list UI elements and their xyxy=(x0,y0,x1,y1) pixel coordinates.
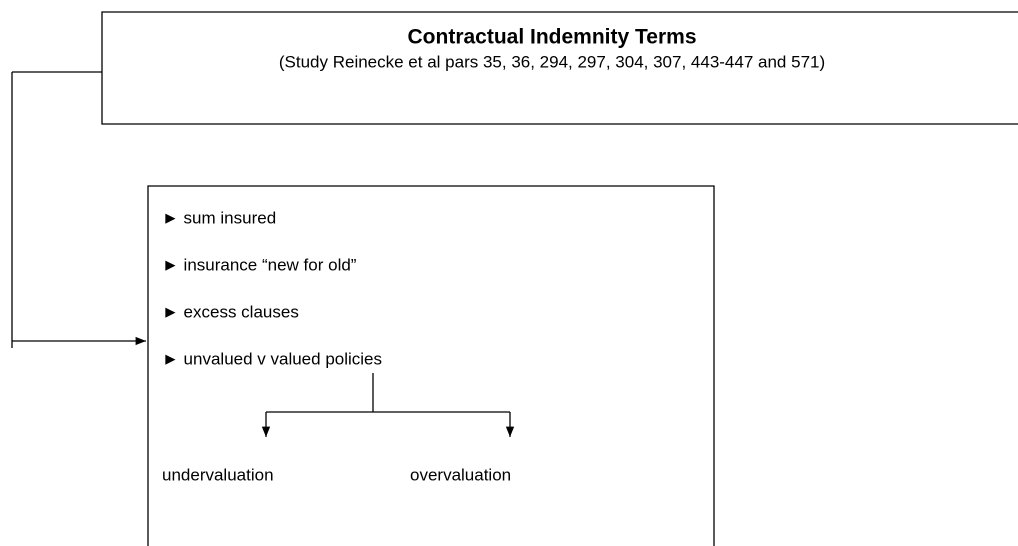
item: ► unvalued v valued policies xyxy=(162,349,382,368)
item: ► excess clauses xyxy=(162,302,299,321)
header-title: Contractual Indemnity Terms xyxy=(408,26,697,49)
branch-label: overvaluation xyxy=(410,465,511,484)
header-subtitle: (Study Reinecke et al pars 35, 36, 294, … xyxy=(279,52,825,71)
branch-label: undervaluation xyxy=(162,465,274,484)
item: ► insurance “new for old” xyxy=(162,255,357,274)
terms-box xyxy=(147,185,715,546)
item: ► sum insured xyxy=(162,208,276,227)
header-box xyxy=(101,11,1018,125)
